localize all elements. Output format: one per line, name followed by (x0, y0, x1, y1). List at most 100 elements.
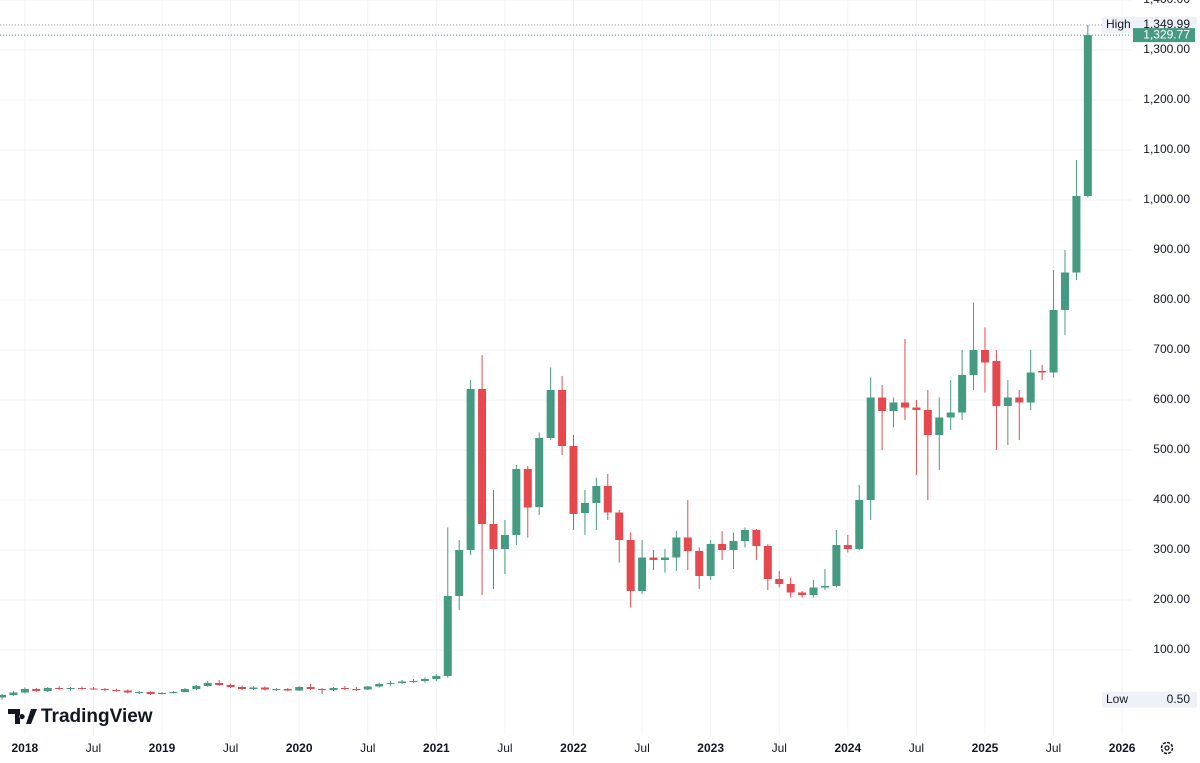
x-tick-label: 2026 (1109, 741, 1136, 755)
candle-body (1015, 397, 1024, 403)
candle-body (363, 686, 372, 690)
candle-body (306, 687, 315, 689)
y-tick-label: 1,300.00 (1143, 42, 1190, 56)
candle-body (763, 546, 772, 579)
gear[interactable] (1160, 741, 1174, 755)
candle-body (855, 500, 864, 549)
candle-body (718, 544, 727, 550)
candle-body (958, 375, 967, 413)
candle-body (923, 410, 932, 435)
candle-body (260, 687, 269, 690)
plot (0, 24, 1131, 700)
candle-body (809, 587, 818, 595)
candle-body (180, 689, 189, 692)
x-tick-label: 2023 (697, 741, 724, 755)
candle-body (318, 689, 327, 690)
candle-body (1083, 35, 1092, 196)
logo-mark (8, 709, 37, 724)
candle-body (420, 679, 429, 681)
candle-body (283, 689, 292, 691)
logo-text: TradingView (41, 706, 153, 727)
candle-body (900, 402, 909, 408)
y-tick-label: 1,400.00 (1143, 0, 1190, 6)
candle-body (112, 690, 121, 691)
candle-body (146, 692, 155, 694)
candle-body (592, 486, 601, 503)
x-tick-label: Jul (634, 741, 649, 755)
candle-body (889, 402, 898, 411)
y-tick-label: 400.00 (1153, 492, 1190, 506)
settings-icon[interactable] (1160, 741, 1174, 755)
candle-body (466, 389, 475, 550)
price-tag-label: 0.50 (1167, 692, 1191, 706)
candle-body (55, 688, 64, 689)
candle-body (752, 530, 761, 546)
y-tick-label: 1,200.00 (1143, 92, 1190, 106)
candle-body (89, 688, 98, 690)
candle-body (878, 397, 887, 411)
candle-body (649, 557, 658, 560)
candle-body (169, 692, 178, 693)
candle-body (215, 683, 224, 685)
x-tick-label: 2025 (972, 741, 999, 755)
candle-body (249, 687, 258, 689)
y-tick-label: 700.00 (1153, 342, 1190, 356)
candle-body (352, 689, 361, 690)
x-tick-label: Jul (86, 741, 101, 755)
candle-body (523, 469, 532, 508)
candle-body (535, 438, 544, 507)
x-tick-label: Jul (909, 741, 924, 755)
candle-body (638, 557, 647, 591)
y-tick-label: 800.00 (1153, 292, 1190, 306)
candle-body (866, 397, 875, 500)
candle-body (706, 544, 715, 576)
candle-body (192, 686, 201, 689)
y-tick-label: 900.00 (1153, 242, 1190, 256)
y-tick-label: 200.00 (1153, 592, 1190, 606)
candle-body (980, 350, 989, 363)
price-tag-name: Low (1106, 692, 1128, 706)
candle-body (375, 684, 384, 687)
x-tick-label: 2024 (834, 741, 861, 755)
candle-body (500, 535, 509, 549)
candle-body (660, 557, 669, 560)
candle-body (238, 687, 247, 689)
candle-body (820, 586, 829, 588)
x-tick-label: 2022 (560, 741, 587, 755)
price-tag-label: 1,349.99 (1143, 17, 1190, 31)
candle-body (432, 676, 441, 679)
candle-body (546, 390, 555, 438)
candle-body (66, 688, 75, 689)
x-tick-label: Jul (497, 741, 512, 755)
x-tick-label: 2020 (286, 741, 313, 755)
candle-body (935, 417, 944, 435)
x-tick-label: Jul (360, 741, 375, 755)
candle-body (775, 579, 784, 584)
gear-center[interactable] (1164, 745, 1170, 751)
candle-body (123, 690, 132, 693)
candle-body (695, 551, 704, 576)
candle-body (798, 592, 807, 595)
candle-body (1060, 272, 1069, 310)
price-axis-bg (1131, 0, 1200, 735)
candle-body (100, 689, 109, 690)
candle-body (386, 683, 395, 684)
candle-body (9, 692, 18, 695)
candle-body (478, 389, 487, 524)
candle-body (558, 390, 567, 446)
candle-body (1049, 310, 1058, 373)
candle-body (740, 530, 749, 541)
x-tick-label: 2021 (423, 741, 450, 755)
price-tag-bg (1102, 691, 1197, 708)
price-tag-label: 1,329.77 (1143, 27, 1190, 41)
candle-body (20, 689, 29, 693)
candle-body (1038, 371, 1047, 373)
candle-body (489, 524, 498, 549)
candle-body (409, 681, 418, 682)
x-tick-label: 2019 (149, 741, 176, 755)
time-axis-bg (0, 735, 1200, 758)
y-tick-label: 100.00 (1153, 642, 1190, 656)
x-tick-label: Jul (1046, 741, 1061, 755)
